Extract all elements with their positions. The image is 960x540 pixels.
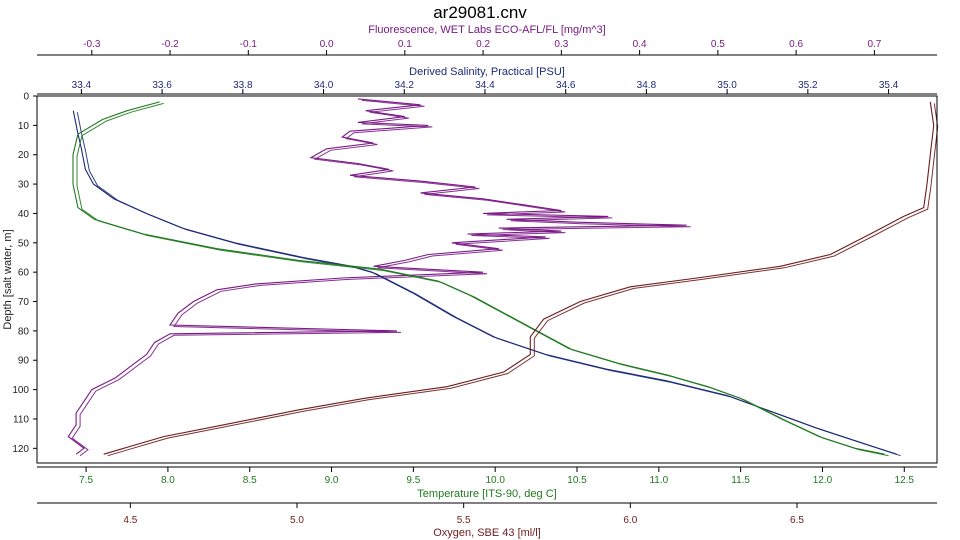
fluorescence-tick-label: 0.6 <box>789 39 803 50</box>
y-tick-label: 60 <box>18 268 30 279</box>
y-tick-label: 50 <box>18 238 30 249</box>
fluorescence-series-line-upcast <box>71 99 691 457</box>
y-tick-label: 30 <box>18 180 30 191</box>
salinity-series-line-upcast <box>76 112 901 457</box>
y-axis-label: Depth [salt water, m] <box>2 229 14 329</box>
y-tick-label: 80 <box>18 326 30 337</box>
oxygen-tick-label: 5.5 <box>457 515 471 526</box>
oxygen-axis-label: Oxygen, SBE 43 [ml/l] <box>433 527 541 539</box>
salinity-tick-label: 33.8 <box>233 80 253 91</box>
fluorescence-tick-label: 0.7 <box>867 39 881 50</box>
y-tick-label: 70 <box>18 297 30 308</box>
temperature-tick-label: 10.0 <box>485 475 505 486</box>
fluorescence-tick-label: 0.4 <box>633 39 647 50</box>
fluorescence-series-line <box>67 98 687 455</box>
y-tick-label: 10 <box>18 121 30 132</box>
salinity-tick-label: 34.6 <box>556 80 576 91</box>
fluorescence-tick-label: -0.3 <box>83 39 101 50</box>
salinity-axis-label: Derived Salinity, Practical [PSU] <box>409 66 565 78</box>
fluorescence-tick-label: -0.1 <box>240 39 258 50</box>
temperature-tick-label: 12.0 <box>813 475 833 486</box>
temperature-tick-label: 7.5 <box>79 475 93 486</box>
axes-layer: 0 10 20 30 40 50 60 70 80 90 100 110 120 Depth [salt … <box>2 24 937 539</box>
oxygen-tick-label: 5.0 <box>290 515 304 526</box>
chart-title: ar29081.cnv <box>433 3 527 22</box>
salinity-tick-label: 33.6 <box>152 80 172 91</box>
temperature-tick-label: 8.5 <box>243 475 257 486</box>
oxygen-series-line <box>103 101 935 455</box>
salinity-tick-label: 35.2 <box>798 80 818 91</box>
temperature-tick-label: 11.5 <box>731 475 750 486</box>
temperature-axis-label: Temperature [ITS-90, deg C] <box>417 488 556 500</box>
temperature-series-line-upcast <box>76 102 889 457</box>
fluorescence-tick-label: 0.1 <box>398 39 412 50</box>
oxygen-series-line-upcast <box>107 103 939 457</box>
y-tick-label: 40 <box>18 209 30 220</box>
y-tick-label: 120 <box>12 444 29 455</box>
salinity-tick-label: 34.4 <box>475 80 495 91</box>
temperature-tick-label: 9.0 <box>325 475 339 486</box>
salinity-tick-label: 34.8 <box>637 80 657 91</box>
fluorescence-tick-label: -0.2 <box>161 39 179 50</box>
temperature-tick-label: 9.5 <box>406 475 420 486</box>
y-tick-label: 20 <box>18 150 30 161</box>
y-tick-label: 90 <box>18 356 30 367</box>
y-tick-label: 100 <box>12 385 29 396</box>
oxygen-tick-label: 6.5 <box>790 515 804 526</box>
salinity-tick-label: 35.0 <box>717 80 737 91</box>
y-tick-label: 0 <box>23 92 29 103</box>
salinity-tick-label: 34.0 <box>314 80 334 91</box>
temperature-tick-label: 8.0 <box>161 475 175 486</box>
temperature-tick-label: 10.5 <box>567 475 587 486</box>
temperature-series-line <box>72 101 885 455</box>
plot-frame <box>36 95 938 464</box>
fluorescence-tick-label: 0.0 <box>320 39 334 50</box>
salinity-series-line <box>72 110 897 455</box>
oxygen-tick-label: 4.5 <box>123 515 137 526</box>
y-tick-label: 110 <box>13 414 29 425</box>
salinity-tick-label: 33.4 <box>72 80 92 91</box>
salinity-tick-label: 35.4 <box>879 80 899 91</box>
temperature-tick-label: 12.5 <box>895 475 915 486</box>
fluorescence-tick-label: 0.2 <box>476 39 490 50</box>
series-layer <box>67 98 939 457</box>
fluorescence-tick-label: 0.3 <box>554 39 568 50</box>
oxygen-tick-label: 6.0 <box>623 515 637 526</box>
fluorescence-axis-label: Fluorescence, WET Labs ECO-AFL/FL [mg/m^… <box>368 24 605 36</box>
fluorescence-tick-label: 0.5 <box>711 39 725 50</box>
salinity-tick-label: 34.2 <box>395 80 415 91</box>
temperature-tick-label: 11.0 <box>649 475 668 486</box>
